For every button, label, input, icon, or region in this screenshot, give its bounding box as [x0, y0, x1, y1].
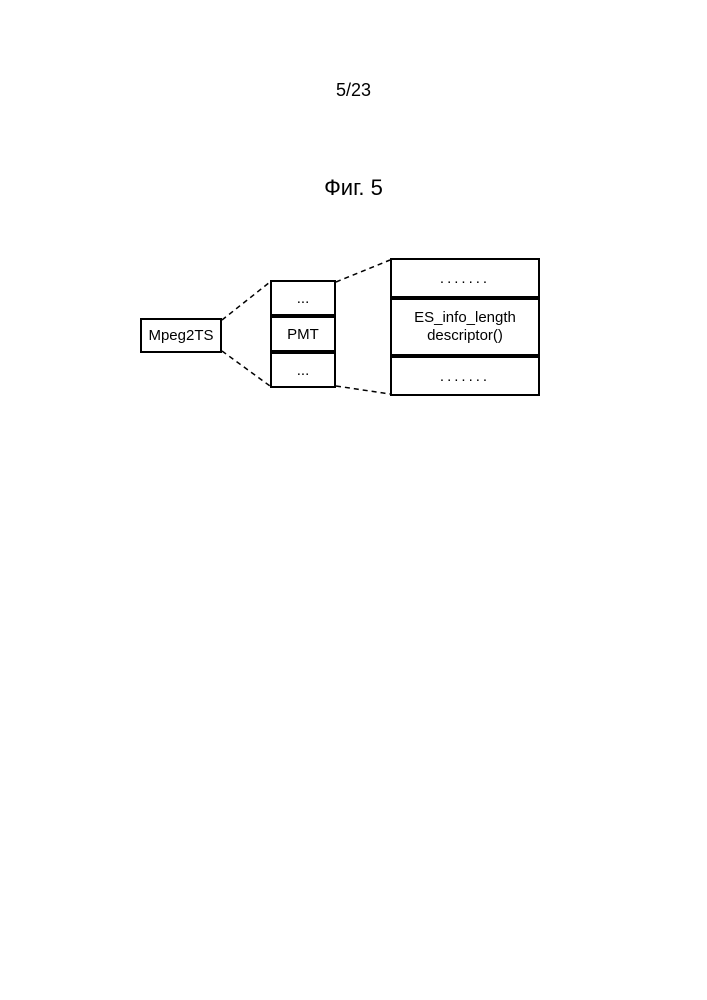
figure-title: Фиг. 5: [0, 175, 707, 201]
es-info-box: ES_info_length descriptor(): [390, 298, 540, 356]
col2-box-top: ...: [270, 280, 336, 316]
page-number: 5/23: [0, 80, 707, 101]
es-info-line2: descriptor(): [414, 327, 516, 345]
col2-box-bottom: ...: [270, 352, 336, 388]
es-info-line1: ES_info_length: [414, 309, 516, 327]
col3-box-top: .......: [390, 258, 540, 298]
mpeg2ts-box: Mpeg2TS: [140, 318, 222, 353]
pmt-box: PMT: [270, 316, 336, 352]
col3-box-bottom: .......: [390, 356, 540, 396]
